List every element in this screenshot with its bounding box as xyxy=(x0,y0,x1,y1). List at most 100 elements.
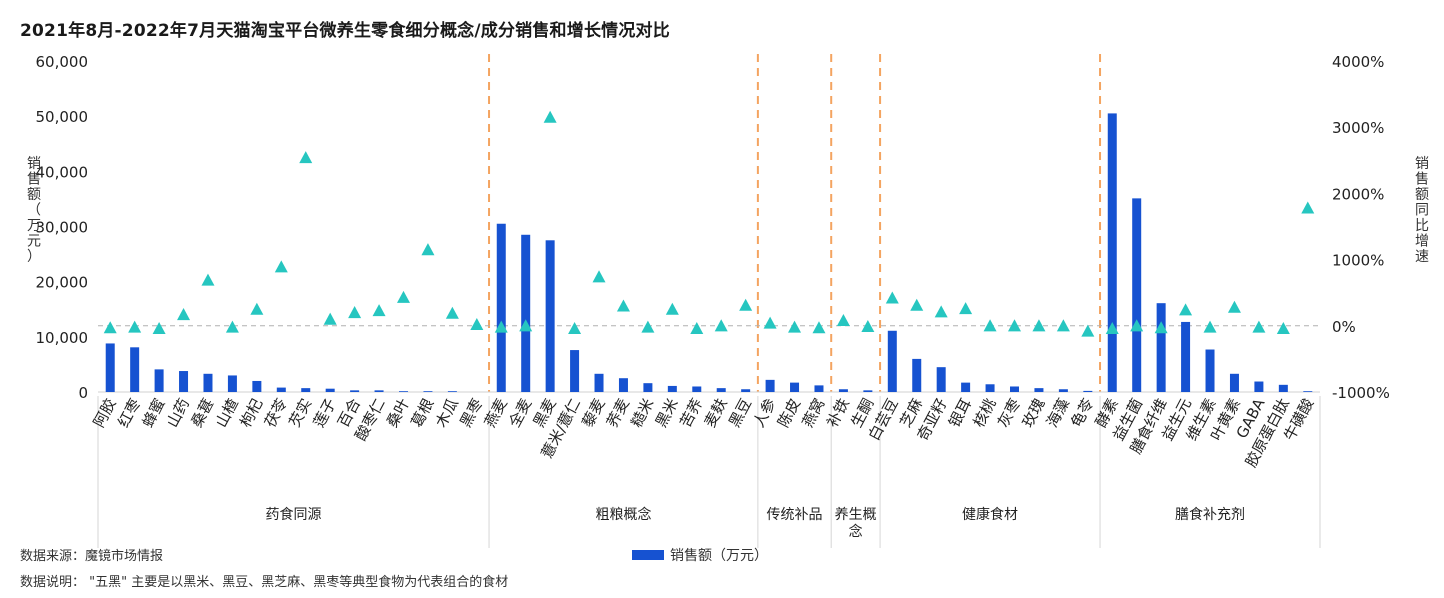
bar xyxy=(863,390,873,392)
bar xyxy=(105,343,115,392)
growth-marker xyxy=(421,243,435,256)
y-tick-label: 40,000 xyxy=(36,163,89,181)
y2-tick-label: 3000% xyxy=(1332,119,1384,137)
bar xyxy=(814,385,824,392)
bar xyxy=(423,391,433,392)
bar xyxy=(643,383,653,392)
x-tick-label: 莲子 xyxy=(310,395,340,430)
x-tick-label: 蜂蜜 xyxy=(139,395,169,430)
bar xyxy=(203,373,213,392)
group-label: 粗粮概念 xyxy=(595,506,651,523)
growth-marker xyxy=(1008,319,1021,332)
group-label: 养生概 xyxy=(835,507,877,523)
growth-marker xyxy=(885,291,899,304)
x-tick-label: 麦麸 xyxy=(701,395,731,430)
legend-label: 销售额（万元） xyxy=(670,548,768,564)
x-tick-label: 山楂 xyxy=(212,395,242,430)
bar xyxy=(570,350,580,392)
bar xyxy=(887,330,897,392)
x-tick-label: 糙米 xyxy=(627,395,657,430)
bar xyxy=(130,347,140,392)
x-tick-label: 桑叶 xyxy=(383,395,413,430)
legend: 销售额（万元） xyxy=(632,545,768,565)
bar xyxy=(667,385,677,392)
growth-marker xyxy=(225,320,239,333)
bar xyxy=(618,378,628,392)
bar xyxy=(179,371,189,392)
y-tick-label: 0 xyxy=(78,384,88,402)
bar xyxy=(399,391,408,392)
growth-marker xyxy=(1081,324,1095,337)
growth-marker xyxy=(568,321,582,334)
growth-marker xyxy=(445,306,459,319)
bar xyxy=(594,373,604,392)
bar xyxy=(1205,349,1215,392)
bar xyxy=(276,387,286,392)
growth-marker xyxy=(372,304,386,317)
x-tick-label: 玫瑰 xyxy=(1018,395,1048,430)
x-tick-label: 茯苓 xyxy=(261,395,291,430)
growth-marker xyxy=(470,317,484,331)
bar xyxy=(301,388,311,392)
growth-marker xyxy=(152,321,166,334)
x-tick-label: 燕窝 xyxy=(799,395,829,430)
y-tick-label: 50,000 xyxy=(36,108,89,126)
bar xyxy=(350,390,360,392)
growth-marker xyxy=(103,321,117,334)
bar xyxy=(1132,198,1142,392)
group-label: 药食同源 xyxy=(266,506,322,523)
growth-marker xyxy=(836,314,850,327)
x-tick-label: 龟苓 xyxy=(1067,395,1097,430)
bar xyxy=(496,223,506,392)
bar xyxy=(936,367,946,392)
growth-marker xyxy=(348,306,362,319)
x-tick-label: 山药 xyxy=(163,395,193,430)
y-tick-label: 60,000 xyxy=(36,53,89,71)
bar xyxy=(325,388,335,392)
y2-tick-label: 1000% xyxy=(1332,252,1384,270)
growth-marker xyxy=(641,320,655,333)
growth-marker xyxy=(397,290,410,303)
footnote-source: 数据来源：魔镜市场情报 xyxy=(20,549,164,564)
growth-marker xyxy=(274,260,288,273)
growth-marker xyxy=(1154,321,1168,334)
growth-marker xyxy=(323,312,337,325)
growth-marker xyxy=(616,299,630,312)
bar xyxy=(741,389,751,392)
x-tick-label: 人参 xyxy=(750,395,780,430)
growth-marker xyxy=(788,320,802,333)
bar xyxy=(1083,390,1093,392)
bar xyxy=(227,375,237,392)
bar xyxy=(1181,321,1191,392)
bar xyxy=(1034,388,1044,392)
bar xyxy=(1010,386,1019,392)
growth-marker xyxy=(1056,319,1070,332)
x-tick-label: 藜麦 xyxy=(579,395,609,430)
bar xyxy=(790,382,800,392)
growth-marker xyxy=(1252,320,1266,333)
y-tick-label: 20,000 xyxy=(36,274,89,292)
bar xyxy=(374,390,384,392)
x-tick-label: 黑枣 xyxy=(456,395,486,430)
y-tick-label: 30,000 xyxy=(36,219,89,237)
bar xyxy=(838,389,848,392)
growth-marker xyxy=(714,319,728,332)
bar xyxy=(1229,373,1239,392)
chart-title: 2021年8月-2022年7月天猫淘宝平台微养生零食细分概念/成分销售和增长情况… xyxy=(20,21,670,41)
bar xyxy=(545,240,555,392)
growth-marker xyxy=(519,319,533,332)
growth-marker xyxy=(1301,201,1315,214)
growth-marker xyxy=(959,302,973,315)
x-tick-label: 燕麦 xyxy=(481,395,511,430)
y2-tick-label: 2000% xyxy=(1332,185,1384,203)
growth-marker xyxy=(201,273,215,286)
group-label: 传统补品 xyxy=(767,507,823,523)
growth-marker xyxy=(1032,319,1046,332)
growth-marker xyxy=(1130,319,1144,332)
y-tick-label: 10,000 xyxy=(36,329,89,347)
growth-marker xyxy=(739,298,753,311)
growth-marker xyxy=(250,302,264,315)
x-tick-label: 葛根 xyxy=(407,395,437,430)
bar xyxy=(447,391,457,392)
